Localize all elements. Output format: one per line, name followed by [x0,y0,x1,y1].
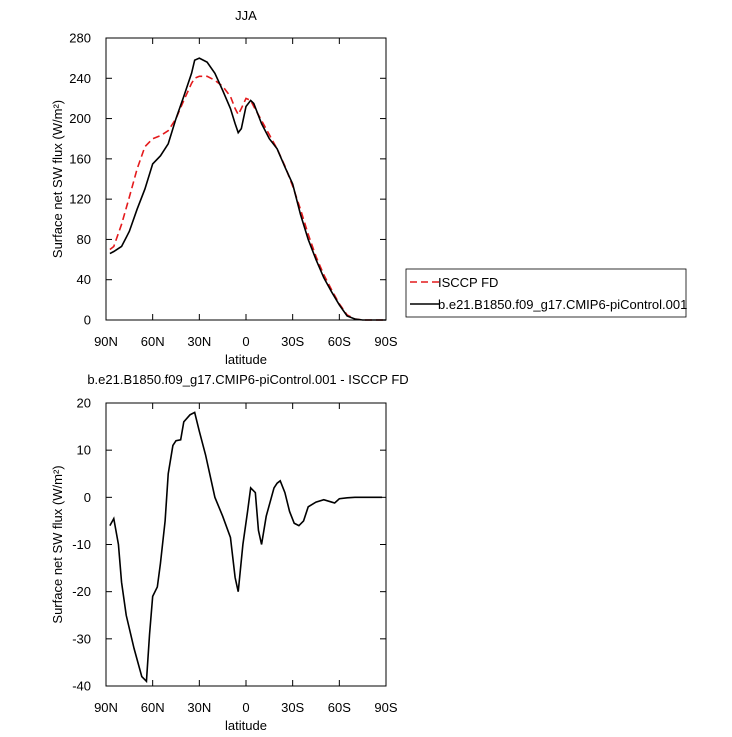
legend-box [405,268,687,318]
x-tick-label: 30S [281,334,304,349]
x-tick-label: 90S [374,700,397,715]
y-tick-label: 200 [69,111,91,126]
y-tick-label: 240 [69,71,91,86]
y-tick-label: -40 [72,679,91,694]
x-tick-label: 60S [328,334,351,349]
legend-label: ISCCP FD [438,275,498,290]
x-tick-label: 0 [242,334,249,349]
series-line [109,411,383,684]
x-tick-label: 60S [328,700,351,715]
chart-title: b.e21.B1850.f09_g17.CMIP6-piControl.001 … [87,372,408,387]
x-tick-label: 30N [187,700,211,715]
y-tick-label: 80 [77,232,91,247]
y-tick-label: -20 [72,584,91,599]
y-axis-label: Surface net SW flux (W/m²) [50,465,65,623]
y-tick-label: 0 [84,490,91,505]
x-axis-label: latitude [225,718,267,733]
x-tick-label: 30S [281,700,304,715]
y-tick-label: 160 [69,151,91,166]
x-tick-label: 60N [141,334,165,349]
x-tick-label: 90N [94,334,118,349]
y-tick-label: 280 [69,31,91,46]
x-tick-label: 90N [94,700,118,715]
y-tick-label: -10 [72,537,91,552]
chart-title: JJA [235,8,257,23]
y-tick-label: 0 [84,313,91,328]
plot-frame [105,402,387,687]
y-tick-label: 120 [69,192,91,207]
series-line [109,57,386,321]
y-tick-label: 10 [77,443,91,458]
x-axis-label: latitude [225,352,267,367]
x-tick-label: 90S [374,334,397,349]
y-tick-label: 40 [77,272,91,287]
series-line [109,75,386,321]
y-tick-label: 20 [77,396,91,411]
legend-label: b.e21.B1850.f09_g17.CMIP6-piControl.001 [438,297,687,312]
y-axis-label: Surface net SW flux (W/m²) [50,100,65,258]
x-tick-label: 0 [242,700,249,715]
x-tick-label: 30N [187,334,211,349]
x-tick-label: 60N [141,700,165,715]
y-tick-label: -30 [72,631,91,646]
